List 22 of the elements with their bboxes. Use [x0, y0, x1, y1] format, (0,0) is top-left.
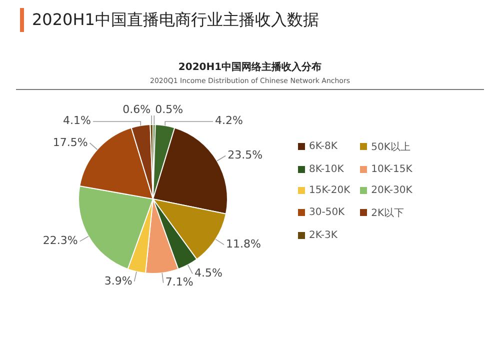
legend-label: 15K-20K: [308, 184, 350, 196]
data-label: 0.5%: [155, 102, 184, 116]
legend-label: 2K以下: [370, 206, 406, 220]
legend-label: 10K-15K: [370, 164, 412, 174]
chart-subtitle: 2020H1中国网络主播收入分布: [177, 60, 323, 74]
legend-label: 8K-10K: [308, 164, 345, 174]
data-label: 7.1%: [165, 276, 194, 289]
data-label: 23.5%: [228, 148, 263, 162]
data-label: 17.5%: [52, 136, 88, 149]
data-label: 22.3%: [42, 234, 78, 248]
chart-title: 2020H1中国直播电商行业主播收入数据: [32, 10, 319, 30]
data-label: 3.9%: [104, 274, 132, 288]
legend-label: 6K-8K: [308, 140, 338, 154]
data-label: 4.1%: [63, 114, 91, 127]
data-label: 0.6%: [122, 102, 151, 116]
legend-label: 2K-3K: [308, 230, 338, 240]
data-label: 4.2%: [215, 114, 243, 127]
legend-label: 20K-30K: [370, 184, 412, 196]
data-label: 11.8%: [226, 238, 262, 251]
legend-label: 30-50K: [308, 206, 346, 220]
data-label: 4.5%: [194, 266, 222, 280]
legend-label: 50K以上: [370, 140, 412, 154]
